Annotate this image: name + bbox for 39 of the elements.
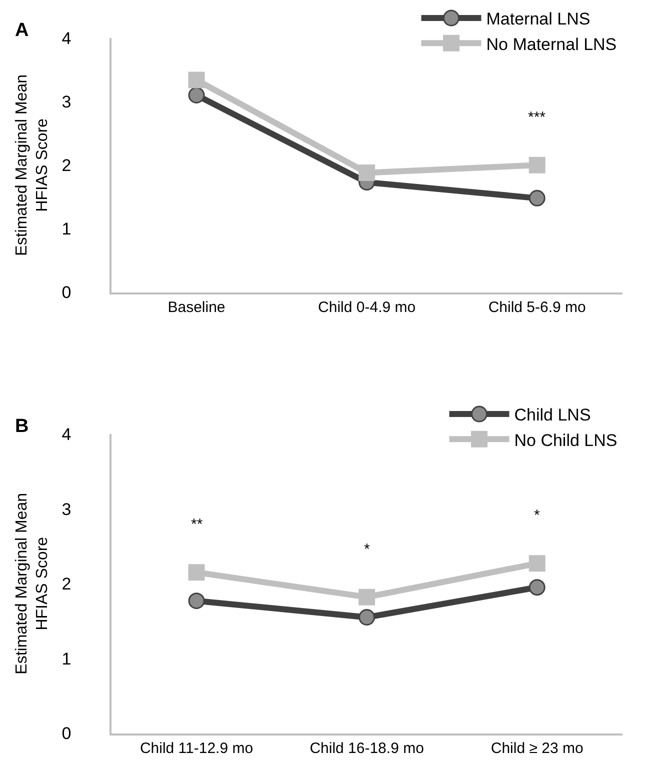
y-tick-label: 3 — [62, 500, 72, 519]
y-axis-title: Estimated Marginal Mean HFIAS Score — [13, 74, 52, 256]
legend-label: Maternal LNS — [486, 10, 590, 29]
point — [358, 609, 376, 626]
point — [188, 592, 205, 610]
x-tick-label: Baseline — [168, 299, 226, 316]
x-tick-label: Child 0-4.9 mo — [318, 299, 416, 316]
x-tick-label: Child 16-18.9 mo — [310, 740, 424, 757]
x-tick-label: Child ≥ 23 mo — [490, 740, 584, 757]
point — [528, 156, 546, 174]
legend-label: Child LNS — [514, 406, 591, 425]
annotation: ** — [191, 516, 203, 533]
annotation: *** — [528, 109, 546, 126]
y-tick-label: 1 — [62, 649, 72, 668]
y-tick-label: 2 — [62, 574, 72, 594]
y-tick-label: 1 — [62, 220, 72, 239]
legend-label: No Maternal LNS — [486, 34, 617, 54]
legend-label: No Child LNS — [514, 430, 618, 450]
y-tick-label: 0 — [62, 283, 72, 302]
point — [528, 555, 546, 572]
chart-title: A — [15, 20, 29, 41]
y-tick-label: 4 — [62, 28, 72, 48]
point — [188, 86, 205, 104]
y-tick-label: 3 — [62, 92, 72, 112]
x-tick-label: Child 11-12.9 mo — [140, 740, 254, 757]
y-tick-label: 0 — [62, 724, 72, 744]
annotation: * — [364, 541, 370, 558]
point — [188, 564, 205, 581]
y-tick-label: 4 — [62, 424, 72, 444]
chart-title: B — [15, 416, 29, 437]
point — [528, 579, 546, 596]
point — [188, 72, 205, 88]
y-axis-title: Estimated Marginal Mean HFIAS Score — [13, 492, 52, 674]
point — [358, 588, 376, 606]
x-tick-label: Child 5-6.9 mo — [488, 299, 586, 316]
point — [528, 190, 546, 206]
annotation: * — [534, 507, 540, 524]
y-tick-label: 2 — [62, 156, 72, 176]
point — [358, 164, 376, 181]
